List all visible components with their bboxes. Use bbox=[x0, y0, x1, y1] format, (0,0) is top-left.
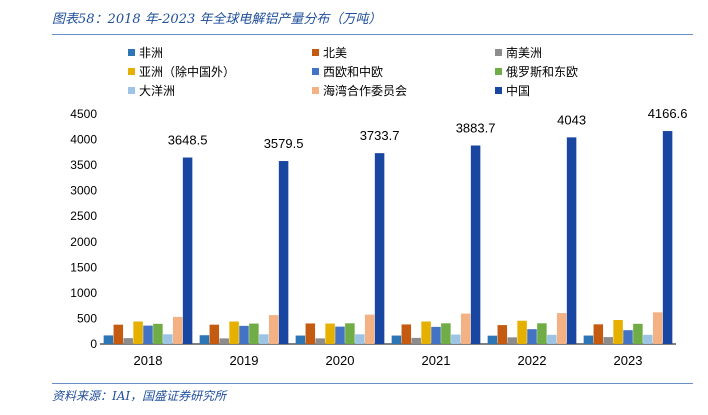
bar bbox=[335, 326, 345, 344]
bar bbox=[470, 145, 481, 344]
legend-label: 俄罗斯和东欧 bbox=[506, 65, 578, 79]
y-tick-label: 3000 bbox=[70, 184, 97, 198]
bar bbox=[199, 335, 210, 344]
bar bbox=[391, 335, 402, 344]
bar bbox=[487, 335, 498, 344]
bar bbox=[153, 323, 163, 344]
y-tick-label: 3500 bbox=[70, 158, 97, 172]
legend-label: 大洋洲 bbox=[139, 83, 175, 98]
y-tick-label: 4500 bbox=[70, 107, 97, 121]
data-label: 3579.5 bbox=[264, 136, 304, 151]
bar bbox=[259, 334, 269, 344]
y-tick-label: 500 bbox=[77, 311, 97, 325]
bar bbox=[517, 320, 527, 344]
bar bbox=[633, 323, 643, 344]
x-tick-label: 2023 bbox=[614, 353, 643, 368]
bar bbox=[497, 325, 508, 344]
bar bbox=[268, 315, 279, 344]
legend-swatch bbox=[495, 68, 502, 75]
bar bbox=[295, 335, 306, 344]
bar bbox=[123, 338, 133, 344]
bar bbox=[527, 329, 537, 344]
bar bbox=[163, 334, 173, 344]
bar bbox=[364, 314, 375, 344]
bar bbox=[603, 337, 613, 344]
legend-swatch bbox=[128, 49, 135, 56]
x-tick-label: 2019 bbox=[230, 353, 259, 368]
legend-swatch bbox=[312, 87, 319, 94]
legend-swatch bbox=[495, 49, 502, 56]
chart-title: 图表58：2018 年-2023 年全球电解铝产量分布（万吨） bbox=[52, 12, 382, 27]
data-label: 4166.6 bbox=[648, 106, 688, 121]
y-tick-label: 1000 bbox=[70, 286, 97, 300]
bar bbox=[305, 323, 316, 344]
bar bbox=[345, 323, 355, 344]
bar bbox=[249, 323, 259, 344]
legend-label: 西欧和中欧 bbox=[323, 64, 383, 79]
bar bbox=[182, 157, 193, 344]
bar bbox=[566, 137, 577, 344]
bar bbox=[374, 153, 385, 344]
bar bbox=[219, 338, 229, 344]
bar bbox=[401, 324, 412, 344]
bar bbox=[623, 330, 633, 344]
legend-swatch bbox=[312, 49, 319, 56]
legend-swatch bbox=[312, 68, 319, 75]
bar bbox=[537, 323, 547, 344]
bar bbox=[613, 319, 623, 344]
y-tick-label: 0 bbox=[90, 337, 97, 351]
x-tick-label: 2020 bbox=[326, 353, 355, 368]
bar bbox=[652, 312, 663, 344]
x-tick-label: 2021 bbox=[422, 353, 451, 368]
legend-swatch bbox=[128, 68, 135, 75]
bar bbox=[460, 313, 471, 344]
bar bbox=[229, 321, 239, 344]
data-label: 3733.7 bbox=[360, 128, 400, 143]
bar bbox=[583, 335, 594, 344]
bar bbox=[172, 316, 183, 344]
bar bbox=[593, 324, 604, 344]
x-tick-label: 2022 bbox=[518, 353, 547, 368]
bar bbox=[441, 323, 451, 344]
legend-label: 南美洲 bbox=[506, 45, 542, 60]
bar bbox=[103, 335, 114, 344]
bar bbox=[556, 313, 567, 344]
bar bbox=[315, 338, 325, 344]
data-label: 4043 bbox=[557, 112, 586, 127]
y-tick-label: 2000 bbox=[70, 235, 97, 249]
data-label: 3883.7 bbox=[456, 120, 496, 135]
bar bbox=[507, 337, 517, 344]
bar bbox=[239, 325, 249, 344]
legend-swatch bbox=[128, 87, 135, 94]
y-tick-label: 2500 bbox=[70, 209, 97, 223]
bar bbox=[431, 326, 441, 344]
data-label: 3648.5 bbox=[168, 133, 208, 148]
bar bbox=[421, 321, 431, 344]
source-rule bbox=[52, 383, 693, 384]
legend-label: 中国 bbox=[506, 83, 530, 98]
bar bbox=[547, 334, 557, 344]
y-tick-label: 4000 bbox=[70, 133, 97, 147]
bar bbox=[355, 334, 365, 344]
bar bbox=[143, 325, 153, 344]
bar bbox=[278, 161, 289, 344]
bar bbox=[643, 334, 653, 344]
bar bbox=[113, 324, 124, 344]
bar bbox=[133, 321, 143, 344]
legend-label: 海湾合作委员会 bbox=[323, 83, 407, 98]
y-tick-label: 1500 bbox=[70, 260, 97, 274]
legend-label: 非洲 bbox=[139, 46, 163, 60]
bar bbox=[209, 324, 220, 344]
bar bbox=[451, 334, 461, 344]
legend-swatch bbox=[495, 87, 502, 94]
bar bbox=[411, 337, 421, 344]
bar bbox=[662, 131, 673, 344]
source-note: 资料来源：IAI，国盛证券研究所 bbox=[52, 389, 227, 403]
bar bbox=[325, 323, 335, 344]
x-tick-label: 2018 bbox=[134, 353, 163, 368]
title-rule bbox=[52, 34, 693, 35]
legend-label: 亚洲（除中国外） bbox=[139, 64, 235, 79]
legend-label: 北美 bbox=[323, 46, 347, 60]
